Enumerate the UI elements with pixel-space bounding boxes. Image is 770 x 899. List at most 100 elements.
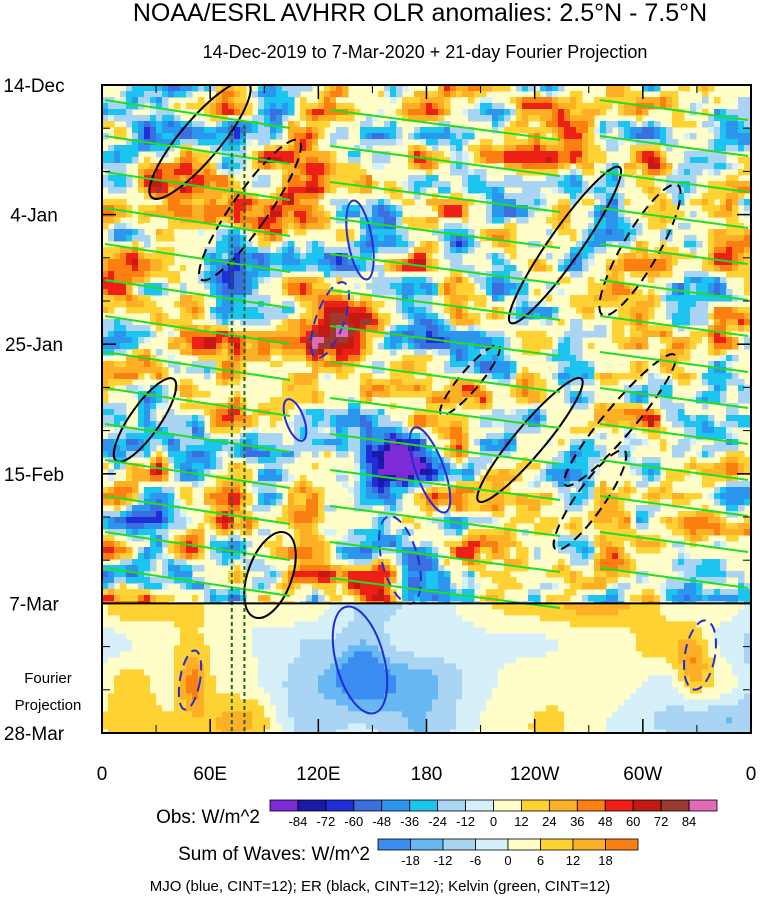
field-cell [162,367,169,374]
field-cell [342,367,349,374]
field-cell [702,331,709,338]
field-cell [126,379,133,386]
field-cell [432,415,439,422]
field-cell [588,103,595,110]
field-cell [330,187,337,194]
field-cell [342,115,349,122]
field-cell [534,97,541,104]
field-cell [252,121,259,128]
field-cell [180,187,187,194]
field-cell [336,415,343,422]
field-cell [108,439,115,446]
field-cell [726,421,733,428]
field-cell [720,331,727,338]
field-cell [666,247,673,254]
field-cell [372,241,379,248]
field-cell [516,397,523,404]
field-cell [234,109,241,116]
field-cell [576,193,583,200]
field-cell [390,445,397,452]
field-cell [270,403,277,410]
field-cell [504,157,511,164]
field-cell [318,409,325,416]
field-cell [414,253,421,260]
field-cell [192,127,199,134]
field-cell [360,457,367,464]
field-cell [204,361,211,368]
field-cell [282,181,289,188]
field-cell [336,109,343,116]
field-cell [504,139,511,146]
field-cell [564,103,571,110]
field-cell [486,337,493,344]
field-cell [384,313,391,320]
field-cell [690,283,697,290]
field-cell [162,463,169,470]
field-cell [246,199,253,206]
field-cell [714,139,721,146]
field-cell [654,271,661,278]
field-cell [204,181,211,188]
field-cell [606,271,613,278]
field-cell [726,133,733,140]
field-cell [306,115,313,122]
field-cell [150,169,157,176]
field-cell [738,325,745,332]
field-cell [702,187,709,194]
field-cell [486,355,493,362]
field-cell [402,235,409,242]
field-cell [300,289,307,296]
field-cell [138,145,145,152]
field-cell [522,295,529,302]
field-cell [408,385,415,392]
field-cell [564,373,571,380]
field-cell [378,241,385,248]
field-cell [294,289,301,296]
field-cell [450,169,457,176]
field-cell [216,241,223,248]
field-cell [294,193,301,200]
field-cell [150,163,157,170]
field-cell [522,427,529,434]
field-cell [654,469,661,476]
field-cell [306,169,313,176]
field-cell [456,337,463,344]
field-cell [390,421,397,428]
field-cell [402,97,409,104]
field-cell [678,469,685,476]
field-cell [198,217,205,224]
field-cell [114,283,121,290]
field-cell [594,157,601,164]
field-cell [576,331,583,338]
field-cell [234,139,241,146]
field-cell [510,385,517,392]
field-cell [324,211,331,218]
field-cell [588,151,595,158]
field-cell [210,457,217,464]
field-cell [330,331,337,338]
field-cell [144,313,151,320]
field-cell [120,415,127,422]
field-cell [570,295,577,302]
field-cell [486,433,493,440]
field-cell [402,469,409,476]
field-cell [234,271,241,278]
field-cell [522,397,529,404]
field-cell [426,169,433,176]
field-cell [426,109,433,116]
field-cell [462,421,469,428]
field-cell [144,181,151,188]
field-cell [264,109,271,116]
field-cell [306,409,313,416]
field-cell [312,133,319,140]
field-cell [198,103,205,110]
field-cell [204,247,211,254]
field-cell [132,343,139,350]
field-cell [102,121,109,128]
field-cell [306,433,313,440]
field-cell [708,265,715,272]
field-cell [606,211,613,218]
field-cell [246,421,253,428]
field-cell [474,151,481,158]
field-cell [606,229,613,236]
